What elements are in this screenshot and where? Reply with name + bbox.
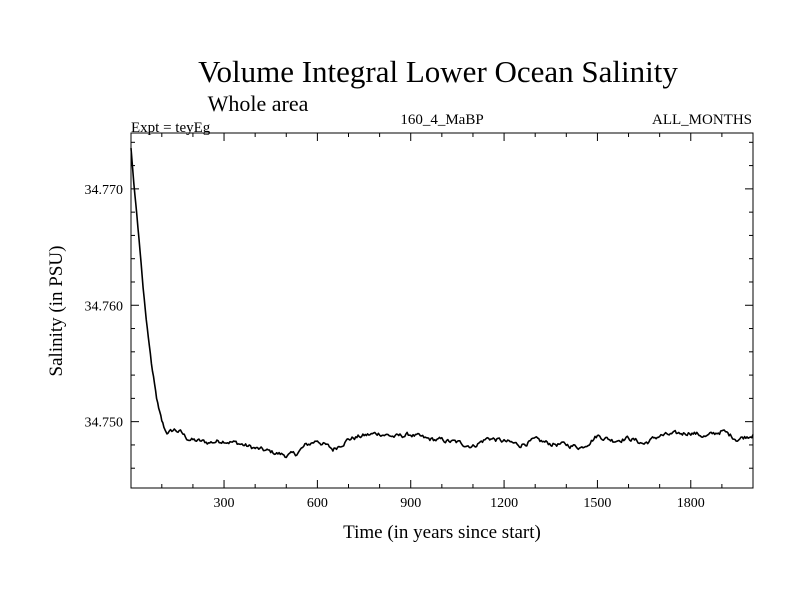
x-axis: 300 600 900 1200 1500 1800	[161, 133, 723, 511]
x-tick-label: 900	[400, 496, 421, 511]
y-tick-label: 34.750	[85, 416, 124, 431]
x-tick-label: 1500	[583, 496, 611, 511]
y-tick-label: 34.760	[85, 299, 124, 314]
period-label: 160_4_MaBP	[400, 112, 483, 128]
x-tick-label: 1800	[677, 496, 705, 511]
y-axis-label: Salinity (in PSU)	[46, 246, 67, 377]
chart-title: Volume Integral Lower Ocean Salinity	[198, 54, 678, 89]
series-line	[130, 148, 754, 459]
y-axis: 34.750 34.760 34.770	[85, 141, 753, 469]
x-tick-label: 600	[307, 496, 328, 511]
plot-frame	[130, 132, 754, 489]
series-layer	[130, 148, 754, 459]
months-label: ALL_MONTHS	[652, 112, 752, 128]
x-axis-label: Time (in years since start)	[343, 522, 541, 543]
y-tick-label: 34.770	[85, 183, 124, 198]
chart-subtitle: Whole area	[208, 91, 309, 116]
x-tick-label: 1200	[490, 496, 518, 511]
x-tick-label: 300	[214, 496, 235, 511]
experiment-label: Expt = teyEg	[131, 120, 211, 136]
